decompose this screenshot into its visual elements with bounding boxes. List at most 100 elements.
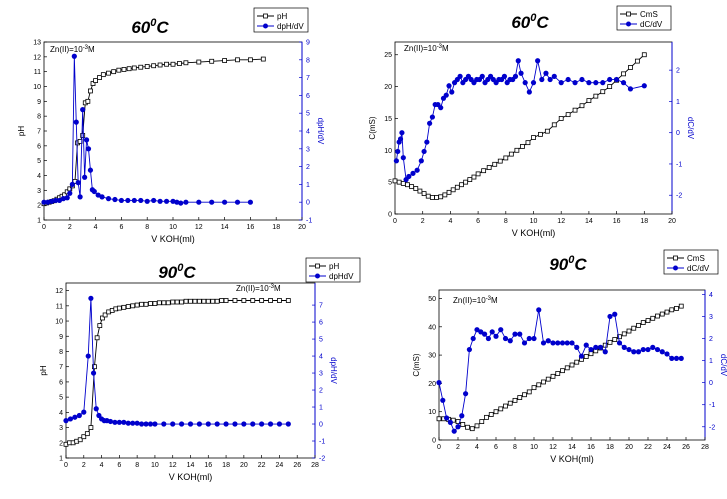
data-point (436, 416, 442, 422)
data-point (463, 391, 469, 397)
legend-label: dC/dV (687, 264, 710, 273)
data-point (259, 421, 265, 427)
y-left-tick-label: 25 (384, 52, 392, 59)
x-tick-label: 8 (504, 218, 508, 225)
y-right-tick-label: -1 (676, 161, 682, 168)
annotation-unit: M (442, 44, 449, 53)
data-point (179, 299, 185, 305)
data-point (470, 335, 476, 342)
x-tick-label: 6 (119, 224, 123, 231)
data-point (541, 379, 546, 385)
data-point (498, 406, 504, 412)
data-point (165, 300, 171, 306)
data-point (134, 302, 140, 308)
data-point (90, 370, 97, 376)
data-point (192, 298, 198, 304)
annotation-unit: M (491, 296, 498, 305)
title-value: 60 (511, 13, 530, 32)
data-point (479, 73, 485, 79)
y-right-tick-label: 4 (319, 354, 323, 361)
data-point (399, 130, 405, 136)
data-point (81, 409, 87, 415)
data-point (138, 421, 145, 427)
x-tick-label: 22 (258, 462, 266, 469)
y-right-tick-label: 7 (306, 75, 310, 82)
data-point (512, 397, 518, 403)
data-point (547, 76, 553, 83)
legend-marker (315, 263, 320, 269)
data-point (626, 328, 632, 334)
data-point (88, 425, 94, 430)
y-left-tick-label: 13 (33, 40, 41, 47)
data-point (635, 349, 642, 355)
data-point (485, 335, 491, 342)
data-point (85, 98, 91, 104)
y-right-tick-label: -2 (319, 456, 325, 463)
legend-box (616, 5, 672, 31)
x-tick-label: 12 (169, 462, 177, 469)
data-point (125, 197, 131, 204)
data-point (586, 80, 592, 86)
data-point (210, 298, 216, 304)
y-right-tick-label: 7 (319, 303, 323, 310)
data-point (616, 340, 623, 346)
data-point (446, 83, 452, 89)
data-point (641, 83, 647, 89)
data-point (517, 395, 523, 400)
data-point (424, 139, 430, 145)
data-point (664, 351, 670, 357)
x-tick-label: 8 (145, 224, 149, 231)
y-right-tick-label: 6 (306, 93, 310, 100)
y-right-tick-label: 9 (306, 40, 310, 47)
title-value: 60 (131, 18, 150, 37)
x-tick-label: 12 (557, 218, 565, 225)
y-left-tick-label: 15 (384, 116, 392, 123)
data-point (139, 301, 144, 307)
data-point (82, 174, 88, 180)
series-derivative (41, 53, 253, 206)
y-right-tick-label: 1 (676, 99, 680, 106)
data-point (88, 295, 94, 301)
data-point (90, 81, 96, 86)
data-point (174, 299, 180, 305)
y-right-tick-label: 2 (676, 68, 680, 75)
y-left-tick-label: 3 (37, 188, 41, 195)
data-point (121, 67, 127, 72)
data-point (77, 194, 83, 200)
data-point (56, 197, 63, 204)
data-point (85, 146, 92, 152)
chart-p4: 0 2 4 6 8 10 12 14 16 18 20 22 24 26 2801020304050-2-1… (412, 249, 727, 464)
x-axis-label: V KOH(ml) (169, 472, 213, 482)
data-point (607, 76, 613, 83)
data-point (659, 349, 665, 355)
data-point (93, 406, 99, 412)
data-point (489, 329, 495, 335)
y-right-tick-label: 4 (306, 129, 310, 136)
data-point (64, 195, 70, 201)
data-point (163, 198, 170, 204)
data-point (621, 331, 627, 337)
legend-marker (626, 11, 631, 17)
data-point (503, 403, 508, 409)
data-point (674, 305, 679, 311)
data-point (436, 380, 442, 386)
data-point (508, 151, 514, 157)
data-point (621, 71, 626, 77)
annotation-text: Zn(II)=10 (453, 296, 486, 305)
y-left-axis-label: C(mS) (368, 116, 377, 139)
data-point (640, 320, 646, 325)
data-point (640, 346, 646, 353)
y-left-tick-label: 20 (384, 84, 392, 91)
data-point (457, 73, 463, 79)
data-point (512, 73, 519, 79)
series-line (65, 298, 289, 425)
data-point (602, 342, 608, 348)
chart-title: 600C (131, 17, 169, 37)
title-value: 90 (158, 263, 177, 282)
title-unit: C (183, 263, 196, 282)
data-point (277, 298, 282, 303)
title-unit: C (536, 13, 549, 32)
y-right-tick-label: -2 (676, 193, 682, 200)
data-point (144, 198, 150, 204)
x-tick-label: 20 (298, 224, 306, 231)
